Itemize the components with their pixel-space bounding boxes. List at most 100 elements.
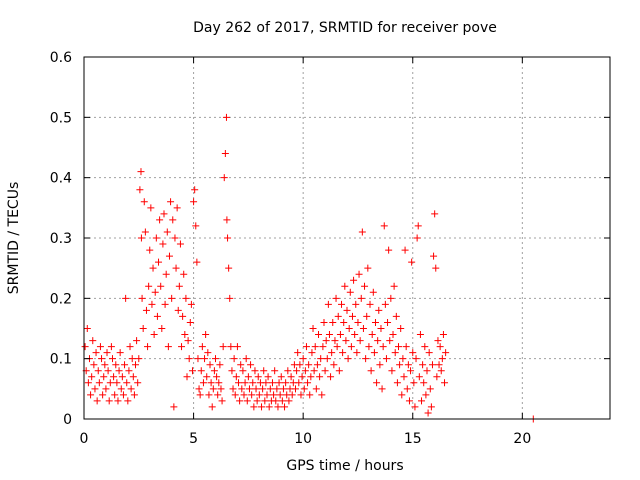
data-point (145, 282, 153, 290)
data-point (222, 113, 230, 121)
data-point (356, 337, 364, 345)
data-point (388, 367, 396, 375)
data-point (409, 349, 417, 357)
data-point (297, 391, 305, 399)
data-point (95, 379, 103, 387)
data-point (430, 252, 438, 260)
data-point (192, 222, 200, 230)
data-point (229, 385, 237, 393)
data-point (404, 361, 412, 369)
data-point (411, 403, 419, 411)
data-point (293, 367, 301, 375)
data-point (393, 379, 401, 387)
data-point (104, 367, 112, 375)
y-tick-label: 0.4 (50, 171, 72, 187)
data-point (340, 318, 348, 326)
data-point (384, 318, 392, 326)
data-point (261, 397, 269, 405)
data-point (117, 385, 125, 393)
data-point (162, 270, 170, 278)
data-point (248, 391, 256, 399)
data-point (420, 379, 428, 387)
data-point (184, 337, 192, 345)
data-point (299, 355, 307, 363)
data-point (196, 391, 204, 399)
data-point (250, 403, 258, 411)
data-point (318, 391, 326, 399)
data-point (96, 343, 104, 351)
data-point (329, 318, 337, 326)
data-point (94, 367, 102, 375)
data-point (173, 204, 181, 212)
data-point (259, 385, 267, 393)
data-point (159, 240, 167, 248)
data-point (181, 331, 189, 339)
data-point (244, 373, 252, 381)
data-point (275, 379, 283, 387)
data-point (103, 349, 111, 357)
data-point (441, 379, 449, 387)
data-point (423, 367, 431, 375)
data-point (341, 282, 349, 290)
data-point (170, 403, 178, 411)
data-point (345, 325, 353, 332)
data-point (325, 331, 333, 339)
data-point (203, 373, 211, 381)
data-point (204, 349, 212, 357)
data-point (382, 355, 390, 363)
data-point (358, 228, 366, 236)
data-point (395, 343, 403, 351)
data-point (89, 337, 97, 345)
data-point (216, 361, 224, 369)
data-point (350, 276, 358, 284)
data-point (371, 318, 379, 326)
data-point (336, 331, 344, 339)
data-point (400, 373, 408, 381)
data-point (100, 373, 108, 381)
data-point (114, 397, 122, 405)
data-point (190, 198, 198, 206)
data-point (353, 349, 361, 357)
data-point (212, 355, 219, 363)
data-point (140, 198, 148, 206)
data-point (344, 355, 352, 363)
x-tick-label: 5 (189, 431, 198, 447)
data-point (175, 282, 183, 290)
data-point (369, 288, 377, 296)
data-point (277, 373, 285, 381)
data-point (206, 361, 214, 369)
x-tick-label: 15 (404, 431, 422, 447)
data-point (331, 337, 339, 345)
data-point (81, 343, 89, 351)
data-point (380, 222, 388, 230)
data-point (300, 385, 308, 393)
data-point (158, 325, 166, 332)
data-point (260, 367, 268, 375)
data-point (322, 337, 330, 345)
data-point (198, 343, 206, 351)
data-point (397, 325, 405, 332)
data-point (125, 367, 133, 375)
data-point (422, 391, 430, 399)
data-point (335, 367, 343, 375)
data-point (413, 234, 421, 242)
data-point (247, 361, 255, 369)
data-point (111, 391, 119, 399)
data-point (302, 343, 310, 351)
data-point (273, 385, 281, 393)
data-point (305, 361, 313, 369)
data-point (236, 397, 244, 405)
data-point (202, 331, 210, 339)
data-point (214, 391, 222, 399)
data-point (138, 294, 146, 302)
data-point (389, 331, 397, 339)
data-point (119, 391, 127, 399)
data-points (81, 113, 537, 423)
data-point (178, 343, 186, 351)
data-point (387, 294, 395, 302)
data-point (433, 373, 441, 381)
data-point (208, 403, 216, 411)
data-point (209, 385, 217, 393)
data-point (424, 409, 432, 417)
data-point (416, 331, 424, 339)
